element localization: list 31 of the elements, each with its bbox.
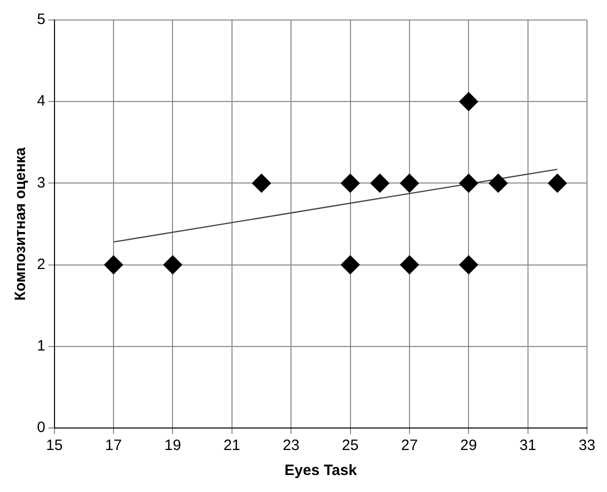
point [340,255,360,274]
point [370,174,390,193]
y-tick-label: 4 [37,92,46,110]
y-tick-label: 0 [37,419,46,436]
x-tick-label: 19 [164,437,182,454]
point [163,255,182,274]
point [104,255,124,274]
x-tick-label: 27 [401,437,418,454]
x-axis-title: Eyes Task [284,462,358,480]
x-tick-label: 21 [224,437,240,454]
y-tick-label: 2 [37,256,46,273]
point [459,174,478,193]
x-tick-label: 15 [46,437,63,454]
point [400,174,419,193]
point [340,174,360,193]
x-tick-label: 25 [342,437,359,454]
x-tick-label: 23 [282,437,300,454]
x-tick-label: 17 [105,437,122,454]
point [548,174,567,193]
y-axis-title: Композитная оценка [12,146,30,301]
x-tick-label: 33 [578,437,596,454]
point [459,255,478,274]
x-tick-label: 31 [519,437,536,454]
point [488,174,508,193]
x-tick-label: 29 [460,437,477,454]
point [459,92,478,112]
point [252,174,271,193]
y-tick-label: 3 [37,174,46,192]
point [400,255,419,274]
y-tick-label: 5 [37,11,46,28]
y-tick-label: 1 [37,338,46,355]
